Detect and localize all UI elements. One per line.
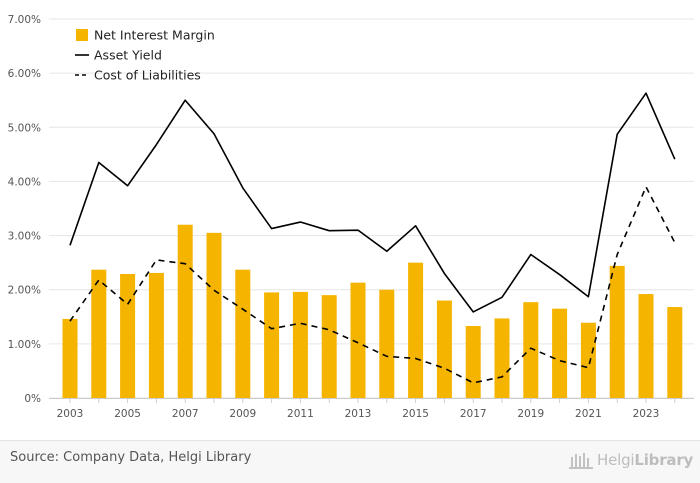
nim-bar <box>321 295 337 398</box>
y-tick-label: 6.00% <box>8 68 41 80</box>
nim-bar <box>264 292 280 398</box>
nim-bar <box>638 294 654 398</box>
axes: 0% 1.00% 2.00% 3.00% 4.00% 5.00% 6.00% 7.00% 200… <box>8 14 694 420</box>
nim-bar <box>235 269 251 398</box>
y-tick-label: 5.00% <box>8 122 41 134</box>
x-tick-label: 2005 <box>114 408 141 420</box>
nim-bar <box>667 307 683 398</box>
nim-bar <box>62 318 78 398</box>
x-tick-label: 2023 <box>633 408 660 420</box>
nim-bar <box>91 269 107 398</box>
legend-label: Asset Yield <box>94 48 162 63</box>
x-tick-label: 2017 <box>460 408 487 420</box>
nim-bar <box>609 265 625 398</box>
x-tick-label: 2003 <box>57 408 84 420</box>
nim-bar <box>523 302 539 398</box>
legend-label: Net Interest Margin <box>94 28 215 43</box>
footer-divider <box>0 440 700 441</box>
source-note: Source: Company Data, Helgi Library <box>10 450 252 465</box>
x-tick-label: 2019 <box>517 408 544 420</box>
cost-of-liabilities-line <box>69 186 676 384</box>
chart: 0% 1.00% 2.00% 3.00% 4.00% 5.00% 6.00% 7.00% 200… <box>8 14 694 420</box>
logo-text-light: Helgi <box>597 451 635 469</box>
nim-bar <box>206 232 222 398</box>
nim-bar <box>148 272 164 398</box>
legend-label: Cost of Liabilities <box>94 68 201 83</box>
y-tick-label: 2.00% <box>8 285 41 297</box>
nim-bar <box>494 318 510 398</box>
x-tick-label: 2011 <box>287 408 314 420</box>
legend-swatch-bar <box>76 29 88 41</box>
x-tick-label: 2007 <box>172 408 199 420</box>
nim-bar <box>120 274 136 398</box>
legend: Net Interest Margin Asset Yield Cost of Li… <box>75 28 215 83</box>
nim-bar <box>436 300 452 398</box>
bars <box>62 224 683 398</box>
nim-bar <box>552 308 568 398</box>
nim-bar <box>292 291 308 398</box>
nim-bar <box>379 289 395 398</box>
nim-bar <box>465 325 481 398</box>
x-tick-label: 2013 <box>345 408 372 420</box>
x-tick-label: 2015 <box>402 408 429 420</box>
y-tick-label: 4.00% <box>8 176 41 188</box>
logo-text-bold: Library <box>634 451 694 469</box>
y-tick-label: 1.00% <box>8 339 41 351</box>
nim-bar <box>580 322 596 398</box>
asset-yield-line <box>69 92 676 313</box>
lines <box>69 92 676 384</box>
y-tick-label: 0% <box>24 393 41 405</box>
nim-bar <box>350 282 366 398</box>
x-tick-label: 2009 <box>229 408 256 420</box>
nim-bar <box>408 262 424 398</box>
logo-text: HelgiLibrary <box>597 451 693 469</box>
chart-svg: 0% 1.00% 2.00% 3.00% 4.00% 5.00% 6.00% 7.00% 200… <box>8 14 694 420</box>
nim-bar <box>177 224 193 398</box>
helgi-library-logo: HelgiLibrary <box>568 449 693 471</box>
y-tick-label: 3.00% <box>8 231 41 243</box>
library-building-icon <box>569 453 593 469</box>
y-tick-label: 7.00% <box>8 14 41 26</box>
x-tick-label: 2021 <box>575 408 602 420</box>
